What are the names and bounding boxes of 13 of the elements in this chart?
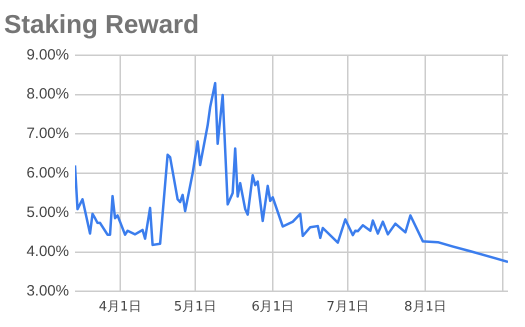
- y-tick-label: 8.00%: [26, 86, 69, 103]
- x-tick-label: 6月1日: [251, 300, 294, 315]
- y-tick-label: 4.00%: [26, 243, 69, 260]
- y-tick-label: 9.00%: [26, 46, 69, 64]
- y-tick-label: 5.00%: [26, 204, 69, 221]
- y-tick-label: 3.00%: [26, 282, 69, 300]
- y-tick-label: 7.00%: [26, 125, 69, 142]
- x-tick-label: 5月1日: [174, 300, 216, 315]
- x-tick-label: 7月1日: [326, 300, 370, 315]
- chart-title: Staking Reward: [4, 8, 200, 39]
- x-tick-label: 4月1日: [98, 300, 142, 315]
- x-tick-label: 8月1日: [404, 300, 447, 315]
- y-tick-label: 6.00%: [26, 164, 69, 182]
